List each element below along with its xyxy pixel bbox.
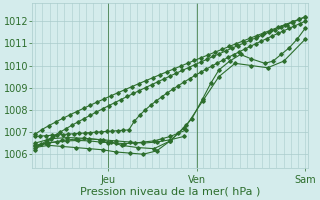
X-axis label: Pression niveau de la mer( hPa ): Pression niveau de la mer( hPa ) <box>80 187 260 197</box>
